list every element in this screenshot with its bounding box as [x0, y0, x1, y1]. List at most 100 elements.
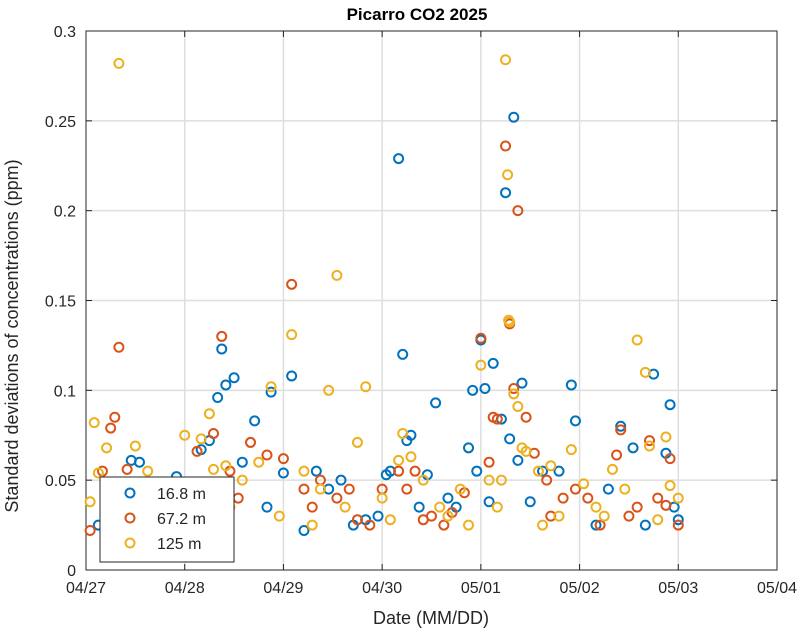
data-point [639, 366, 651, 378]
data-point [479, 383, 491, 395]
data-point [261, 501, 273, 513]
data-point [500, 54, 512, 66]
data-point [335, 474, 347, 486]
data-point [360, 381, 372, 393]
data-point [105, 422, 117, 434]
data-point [351, 514, 363, 526]
data-point [664, 480, 676, 492]
data-point [491, 501, 503, 513]
x-tick-label: 04/27 [66, 580, 106, 597]
data-point [343, 483, 355, 495]
x-tick-label: 05/02 [560, 580, 600, 597]
data-point [475, 332, 487, 344]
data-point [384, 514, 396, 526]
data-point [652, 492, 664, 504]
data-point [557, 492, 569, 504]
series-2-points [84, 140, 684, 536]
data-point [393, 454, 405, 466]
data-point [417, 474, 429, 486]
data-point [195, 433, 207, 445]
data-point [471, 465, 483, 477]
data-point [376, 492, 388, 504]
x-tick-label: 05/01 [461, 580, 501, 597]
data-point [532, 465, 544, 477]
data-point [442, 510, 454, 522]
data-point [508, 383, 520, 395]
data-point [323, 384, 335, 396]
data-point [286, 278, 298, 290]
data-point [553, 510, 565, 522]
data-point [179, 429, 191, 441]
data-point [565, 379, 577, 391]
data-point [331, 269, 343, 281]
y-tick-label: 0.05 [45, 473, 76, 490]
data-point [598, 510, 610, 522]
data-point [298, 465, 310, 477]
data-point [413, 501, 425, 513]
data-point [664, 399, 676, 411]
data-point [672, 492, 684, 504]
legend-marker [124, 512, 136, 524]
data-point [191, 445, 203, 457]
data-point [265, 381, 277, 393]
data-point [594, 519, 606, 531]
data-point [265, 386, 277, 398]
data-point [434, 501, 446, 513]
data-point [520, 445, 532, 457]
data-point [438, 519, 450, 531]
x-tick-label: 04/29 [263, 580, 303, 597]
data-point [639, 519, 651, 531]
legend-marker [124, 537, 136, 549]
data-point [101, 442, 113, 454]
data-point [643, 435, 655, 447]
data-point [569, 415, 581, 427]
data-point [393, 465, 405, 477]
data-point [220, 460, 232, 472]
data-point [236, 474, 248, 486]
data-point [615, 424, 627, 436]
data-point [463, 519, 475, 531]
data-point [314, 483, 326, 495]
data-point [228, 372, 240, 384]
data-point [409, 465, 421, 477]
data-point [351, 436, 363, 448]
data-point [339, 501, 351, 513]
data-point [619, 483, 631, 495]
y-axis-tick-labels: 0 0.05 0.1 0.15 0.2 0.25 0.3 [45, 24, 76, 580]
data-point [553, 465, 565, 477]
data-point [512, 205, 524, 217]
legend-label: 125 m [157, 536, 201, 553]
data-point [129, 440, 141, 452]
data-point [483, 474, 495, 486]
data-point [512, 401, 524, 413]
data-point [417, 514, 429, 526]
data-point [504, 433, 516, 445]
data-point [442, 492, 454, 504]
data-point [463, 442, 475, 454]
data-point [643, 440, 655, 452]
data-point [541, 474, 553, 486]
data-point [500, 187, 512, 199]
legend-label: 16.8 m [157, 486, 206, 503]
data-point [220, 379, 232, 391]
data-point [216, 343, 228, 355]
data-point [277, 467, 289, 479]
data-point [364, 519, 376, 531]
data-point [672, 519, 684, 531]
data-point [578, 478, 590, 490]
data-point [88, 417, 100, 429]
data-point [298, 483, 310, 495]
data-point [500, 140, 512, 152]
y-tick-label: 0.3 [54, 24, 76, 41]
data-point [203, 408, 215, 420]
x-axis-label: Date (MM/DD) [373, 608, 489, 628]
y-tick-label: 0.15 [45, 294, 76, 311]
data-point [590, 519, 602, 531]
data-point [627, 442, 639, 454]
data-point [537, 465, 549, 477]
data-point [393, 153, 405, 165]
x-tick-label: 05/04 [757, 580, 797, 597]
data-point [212, 392, 224, 404]
data-point [405, 451, 417, 463]
